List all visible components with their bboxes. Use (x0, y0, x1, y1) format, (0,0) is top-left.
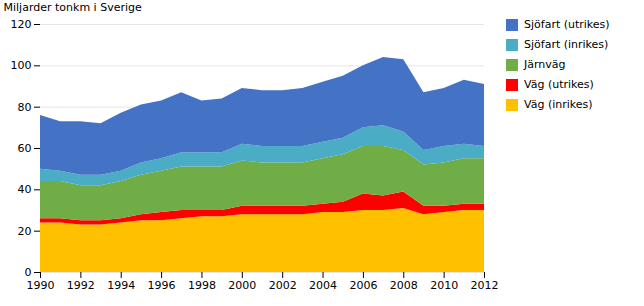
html-text:Väg (inrikes): Väg (inrikes) (524, 98, 593, 111)
svg-text:2012: 2012 (471, 279, 499, 292)
svg-text:80: 80 (18, 101, 32, 114)
svg-text:1992: 1992 (67, 279, 95, 292)
html-text:Järnväg: Järnväg (524, 58, 566, 71)
svg-text:60: 60 (18, 142, 32, 155)
svg-text:2008: 2008 (390, 279, 418, 292)
html-text:Sjöfart (utrikes): Sjöfart (utrikes) (524, 18, 610, 31)
svg-text:2004: 2004 (309, 279, 337, 292)
svg-text:2002: 2002 (269, 279, 297, 292)
svg-text:1994: 1994 (107, 279, 135, 292)
svg-text:2010: 2010 (430, 279, 458, 292)
svg-text:1990: 1990 (27, 279, 55, 292)
svg-text:Miljarder tonkm i Sverige: Miljarder tonkm i Sverige (4, 1, 142, 14)
svg-text:20: 20 (18, 225, 32, 238)
svg-text:1998: 1998 (188, 279, 216, 292)
svg-text:40: 40 (18, 183, 32, 196)
html-text:Sjöfart (inrikes): Sjöfart (inrikes) (524, 38, 609, 51)
html-text:Väg (utrikes): Väg (utrikes) (524, 78, 594, 91)
svg-text:100: 100 (11, 59, 32, 72)
svg-text:120: 120 (11, 18, 32, 31)
svg-text:0: 0 (25, 266, 32, 279)
svg-text:1996: 1996 (148, 279, 176, 292)
svg-text:2006: 2006 (349, 279, 377, 292)
svg-text:2000: 2000 (228, 279, 256, 292)
